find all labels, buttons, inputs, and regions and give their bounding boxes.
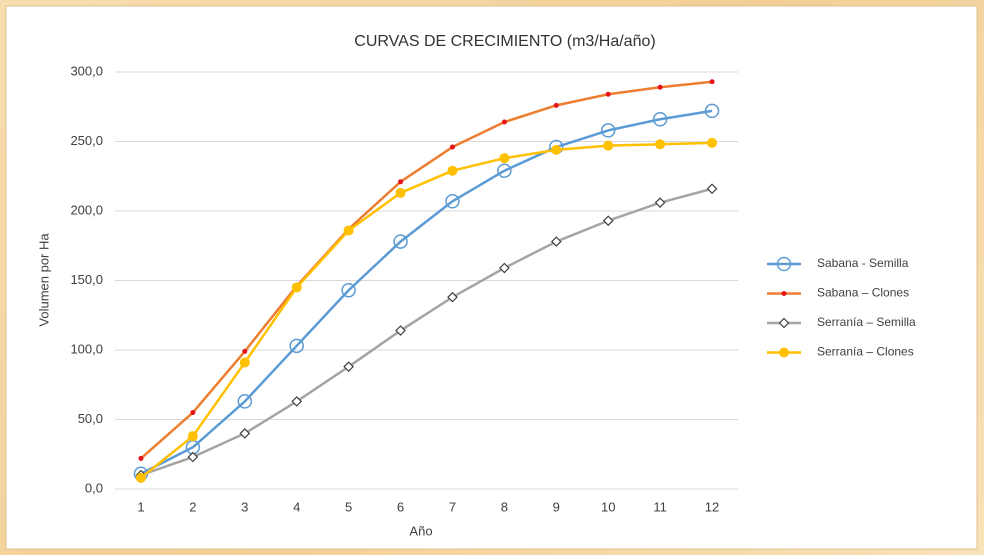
- x-tick-label: 12: [705, 499, 719, 514]
- y-tick-label: 200,0: [70, 202, 103, 217]
- point: [501, 119, 507, 125]
- legend-marker: [781, 291, 787, 296]
- point: [551, 144, 562, 155]
- point: [603, 140, 614, 151]
- point: [190, 410, 196, 416]
- x-tick-label: 5: [345, 499, 352, 514]
- point: [291, 282, 302, 293]
- point: [343, 225, 354, 236]
- series-line: [140, 187, 713, 477]
- point: [237, 394, 253, 409]
- x-tick-label: 4: [293, 499, 300, 514]
- point: [704, 103, 720, 119]
- y-tick-label: 150,0: [70, 272, 103, 287]
- y-axis-label: Volumen por Ha: [36, 233, 51, 327]
- point: [657, 84, 663, 90]
- point: [654, 197, 666, 209]
- x-tick-label: 1: [137, 499, 144, 514]
- y-tick-label: 250,0: [70, 133, 103, 148]
- y-tick-label: 300,0: [70, 63, 103, 78]
- point: [449, 144, 455, 150]
- x-tick-label: 10: [601, 499, 615, 514]
- point: [135, 472, 146, 483]
- point: [341, 282, 356, 298]
- legend-marker: [779, 347, 789, 358]
- point: [289, 338, 304, 354]
- point: [553, 102, 559, 108]
- legend-label: Serranía – Clones: [817, 345, 914, 359]
- x-axis-label: Año: [409, 523, 432, 538]
- point: [291, 396, 303, 407]
- x-tick-label: 6: [397, 499, 404, 514]
- point: [709, 79, 715, 85]
- point: [497, 163, 512, 178]
- legend-label: Sabana - Semilla: [817, 256, 909, 270]
- series-line: [140, 141, 713, 479]
- point: [239, 357, 250, 368]
- point: [393, 234, 408, 249]
- point: [395, 325, 406, 336]
- point: [550, 236, 562, 247]
- point: [447, 165, 458, 176]
- point: [138, 455, 144, 461]
- legend-label: Serranía – Semilla: [817, 315, 916, 329]
- legend-marker: [778, 317, 790, 329]
- chart-area: [5, 5, 978, 550]
- point: [187, 451, 199, 463]
- point: [445, 194, 460, 209]
- x-tick-label: 2: [189, 499, 196, 514]
- point: [499, 153, 510, 164]
- series-line: [140, 109, 713, 475]
- y-tick-label: 0,0: [85, 480, 103, 495]
- x-tick-label: 3: [241, 499, 248, 514]
- x-tick-label: 9: [553, 499, 560, 514]
- point: [655, 139, 666, 150]
- series-line: [140, 80, 713, 460]
- point: [398, 179, 404, 185]
- point: [602, 215, 614, 227]
- point: [343, 361, 354, 373]
- point: [242, 348, 248, 354]
- y-tick-label: 50,0: [78, 411, 103, 426]
- x-tick-label: 7: [449, 499, 456, 514]
- point: [706, 183, 718, 195]
- point: [395, 187, 406, 198]
- point: [499, 262, 510, 274]
- point: [652, 112, 668, 127]
- x-tick-label: 11: [653, 499, 667, 514]
- chart-title: CURVAS DE CRECIMIENTO (m3/Ha/año): [354, 33, 655, 50]
- legend-label: Sabana – Clones: [817, 286, 909, 300]
- point: [605, 91, 611, 97]
- y-tick-label: 100,0: [70, 341, 103, 356]
- point: [600, 123, 616, 138]
- legend-marker: [776, 256, 792, 272]
- point: [187, 431, 198, 442]
- x-tick-label: 8: [501, 499, 508, 514]
- point: [447, 291, 458, 303]
- point: [707, 137, 718, 148]
- point: [239, 428, 251, 439]
